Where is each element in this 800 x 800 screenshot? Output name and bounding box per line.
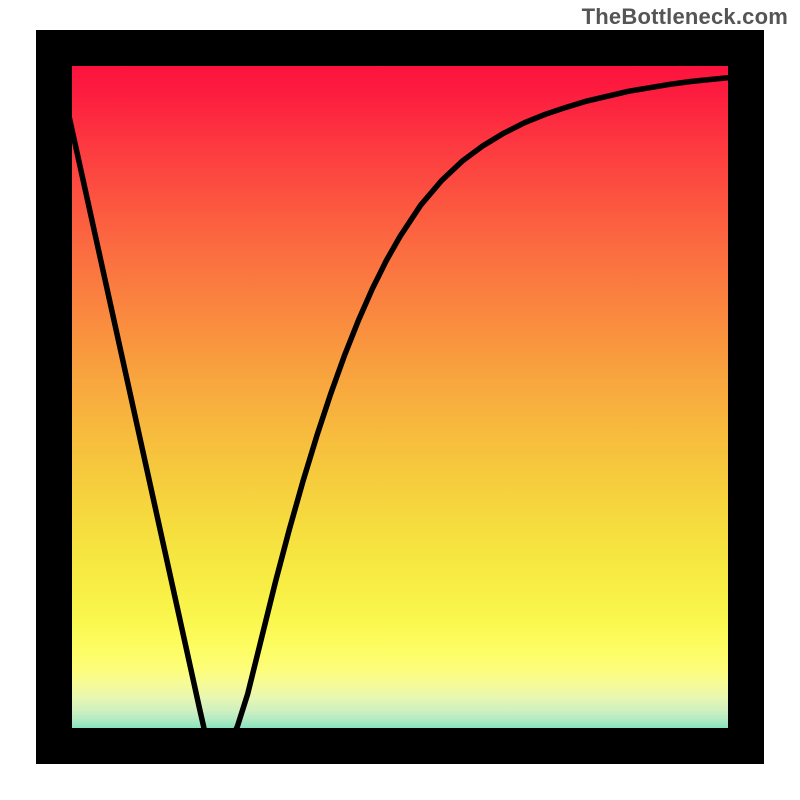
gradient-background [54,48,746,746]
plot-area [54,48,746,754]
watermark-text: TheBottleneck.com [582,4,788,30]
chart-container: TheBottleneck.com [0,0,800,800]
bottleneck-chart [0,0,800,800]
